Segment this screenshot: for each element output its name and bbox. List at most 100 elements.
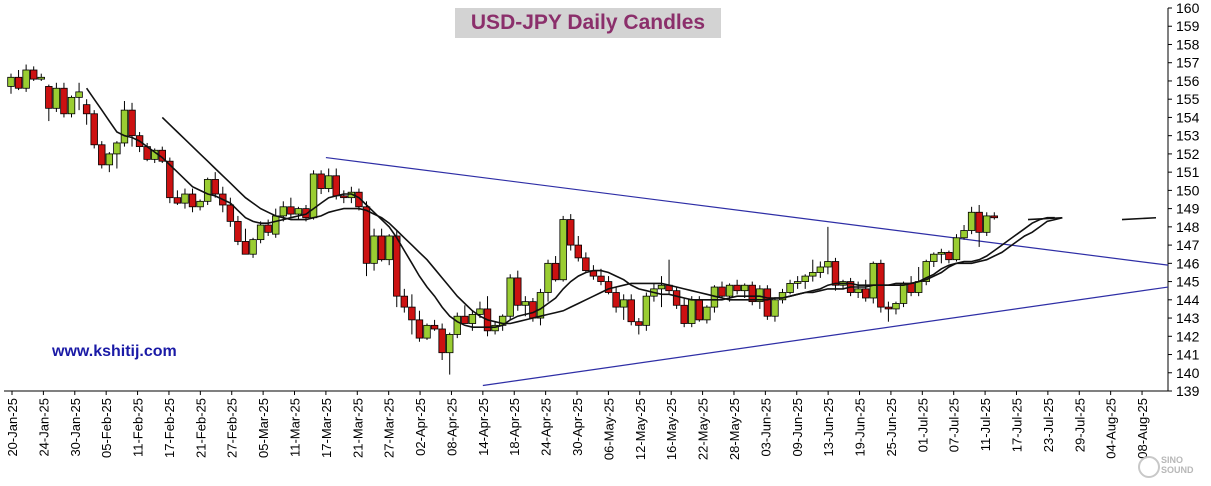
candle-body	[355, 191, 363, 208]
x-tick-label: 17-Feb-25	[162, 398, 177, 458]
candle	[82, 99, 91, 125]
x-tick-label: 17-Mar-25	[319, 398, 334, 458]
candle	[355, 188, 363, 211]
website-link[interactable]: www.kshitij.com	[52, 343, 177, 360]
x-tick-label: 03-Jun-25	[758, 398, 773, 457]
candle	[430, 319, 439, 331]
candle-body	[400, 295, 409, 308]
candle-body	[763, 288, 772, 317]
candle	[14, 70, 23, 91]
candle-body	[14, 76, 23, 89]
candle	[461, 305, 469, 324]
candle-body	[892, 303, 900, 310]
candle-body	[249, 239, 257, 255]
y-tick-label: 148	[1176, 219, 1200, 235]
candle-body	[793, 281, 802, 284]
moving-average-projection	[1121, 216, 1157, 221]
y-tick-label: 139	[1176, 383, 1200, 399]
candle	[196, 199, 204, 211]
candle-body	[567, 219, 575, 246]
candle-body	[408, 306, 416, 321]
lower-trendline	[482, 286, 1169, 387]
x-tick-label: 23-Jul-25	[1041, 398, 1056, 452]
x-tick-label: 13-Jun-25	[821, 398, 836, 457]
candle	[862, 279, 870, 302]
candle-body	[786, 282, 794, 293]
candle	[234, 215, 242, 246]
chart-title: USD-JPY Daily Candles	[455, 8, 721, 38]
x-tick-label: 01-Jul-25	[915, 398, 930, 452]
moving-average-1	[85, 87, 1055, 328]
candle-body	[67, 96, 76, 115]
candle	[945, 250, 953, 264]
candle-body	[778, 292, 787, 301]
x-tick-label: 05-Feb-25	[99, 398, 114, 458]
x-tick-label: 20-Jan-25	[5, 398, 20, 457]
candle	[45, 84, 53, 122]
candle-body	[22, 69, 30, 89]
candle-body	[604, 281, 613, 293]
candle	[264, 219, 272, 236]
candle-body	[196, 200, 204, 208]
y-tick-labels: 139 140 141 142 143 144 145 146 147 148 149 150 151 1…	[1176, 0, 1200, 399]
candle	[884, 301, 893, 322]
candle	[877, 259, 885, 313]
candle-body	[166, 160, 174, 199]
candle-body	[234, 220, 242, 242]
x-tick-label: 09-Jun-25	[790, 398, 805, 457]
y-tick-label: 140	[1176, 365, 1200, 381]
candle	[287, 197, 295, 218]
y-tick-label: 158	[1176, 36, 1200, 52]
candle-body	[52, 87, 61, 109]
candle-body	[862, 288, 870, 299]
candle	[60, 82, 68, 118]
candle	[173, 190, 182, 205]
candle	[317, 170, 325, 195]
candle	[589, 265, 598, 280]
candle-body	[582, 257, 590, 272]
candle-body	[945, 251, 953, 261]
candle-body	[824, 261, 832, 268]
axes	[4, 7, 1172, 395]
x-tick-label: 05-Mar-25	[256, 398, 271, 458]
upper-trendline	[325, 156, 1169, 266]
candle-body	[703, 306, 711, 321]
x-tick-label: 30-Jan-25	[68, 398, 83, 457]
candle-body	[718, 286, 726, 297]
candle-body	[317, 173, 325, 189]
candle	[241, 228, 250, 255]
candle	[29, 66, 38, 81]
candle	[657, 276, 666, 308]
y-tick-label: 151	[1176, 164, 1200, 180]
candle-body	[529, 301, 537, 319]
candle-body	[816, 266, 825, 273]
candle	[892, 301, 900, 315]
y-tick-label: 160	[1176, 0, 1200, 16]
candle-body	[740, 284, 749, 292]
candle	[771, 297, 779, 322]
x-tick-label: 21-Feb-25	[193, 398, 208, 458]
y-tick-label: 155	[1176, 91, 1200, 107]
candle-body	[983, 215, 991, 233]
y-tick-label: 152	[1176, 146, 1200, 162]
candle-body	[990, 215, 999, 219]
candle-body	[287, 206, 295, 215]
x-tick-label: 21-Mar-25	[350, 398, 365, 458]
candle-body	[7, 76, 15, 87]
x-tick-label: 24-Apr-25	[539, 398, 554, 456]
x-tick-label: 06-May-25	[601, 398, 616, 460]
candle-body	[120, 109, 129, 144]
candle-body	[725, 284, 734, 297]
candle	[922, 259, 930, 286]
x-tick-label: 29-Jul-25	[1072, 398, 1087, 452]
x-tick-label: 28-May-25	[727, 398, 742, 460]
y-tick-label: 141	[1176, 347, 1200, 363]
trendlines	[325, 156, 1169, 387]
candle	[446, 332, 454, 375]
candle-body	[45, 86, 53, 109]
candle	[362, 201, 371, 277]
candle-body	[627, 299, 635, 323]
candle-body	[657, 284, 666, 290]
candle-body	[423, 324, 431, 339]
x-tick-label: 25-Jun-25	[884, 398, 899, 457]
